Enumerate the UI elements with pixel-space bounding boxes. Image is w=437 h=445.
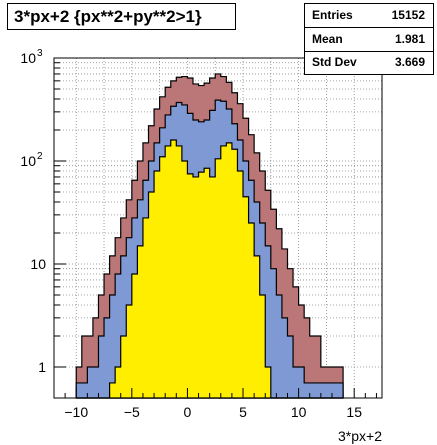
stats-label: Mean (312, 32, 343, 46)
histogram-layer (75, 73, 344, 399)
stats-row-std-dev: Std Dev 3.669 (305, 51, 433, 74)
stats-box: Entries 15152 Mean 1.981 Std Dev 3.669 (304, 3, 434, 75)
x-tick-label: 0 (184, 404, 192, 420)
x-tick-label: 5 (239, 404, 247, 420)
x-tick-label: 15 (346, 404, 362, 420)
stats-value: 15152 (391, 8, 425, 22)
x-tick-label: 10 (291, 404, 307, 420)
chart-title: 3*px+2 {px**2+py**2>1} (7, 3, 236, 30)
stats-divider (305, 27, 433, 28)
y-tick-exponent: 3 (37, 48, 43, 59)
y-tick-label: 10 (20, 153, 36, 169)
stats-row-entries: Entries 15152 (305, 4, 433, 27)
stats-value: 1.981 (394, 32, 425, 46)
y-tick-exponent: 2 (37, 151, 43, 162)
stats-label: Entries (312, 8, 353, 22)
y-tick-label: 1 (38, 359, 46, 375)
stats-value: 3.669 (394, 55, 425, 69)
stats-row-mean: Mean 1.981 (305, 28, 433, 51)
y-tick-label: 10 (20, 50, 36, 66)
frame-border (53, 57, 383, 399)
stats-label: Std Dev (312, 55, 357, 69)
x-axis-label: 3*px+2 (338, 428, 382, 444)
x-tick-label: −10 (64, 404, 88, 420)
stats-divider (305, 51, 433, 52)
x-tick-label: −5 (124, 404, 140, 420)
y-tick-label: 10 (30, 256, 46, 272)
